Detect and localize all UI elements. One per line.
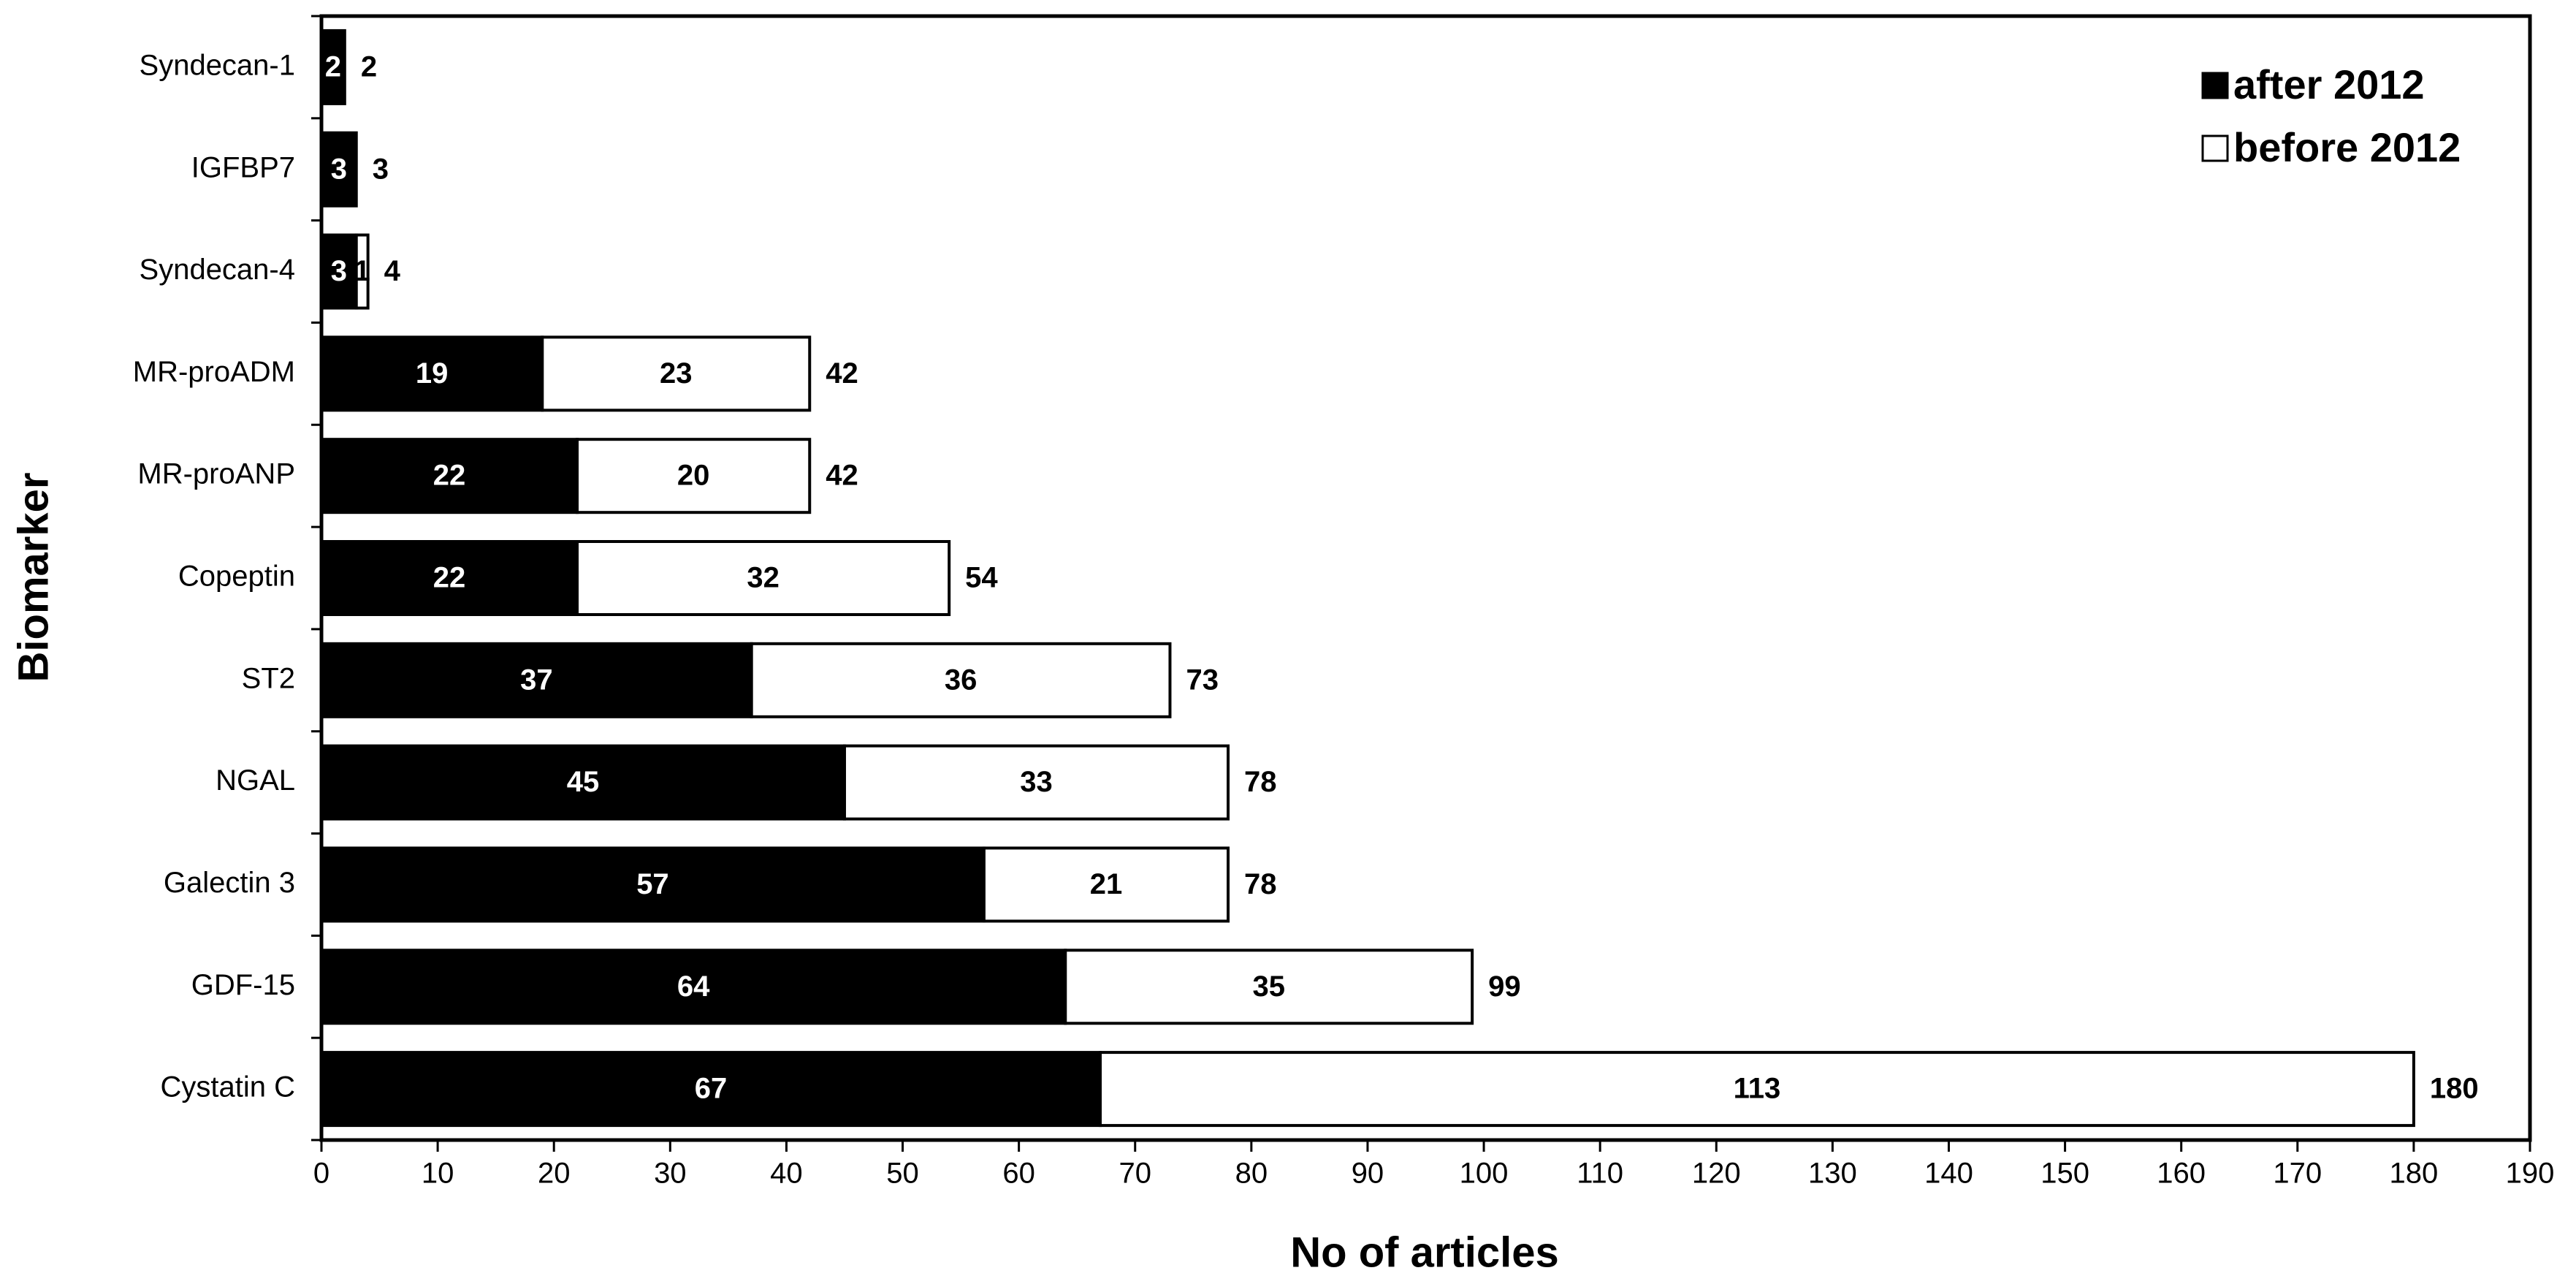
- y-tick-label: NGAL: [216, 764, 295, 797]
- value-label: 33: [1020, 766, 1053, 798]
- value-label: 35: [1252, 970, 1285, 1003]
- total-label: 54: [965, 562, 998, 594]
- value-label: 36: [945, 664, 978, 696]
- legend-label: after 2012: [2233, 61, 2425, 107]
- y-tick-label: MR-proANP: [137, 458, 295, 490]
- value-label: 22: [433, 562, 466, 594]
- total-label: 99: [1488, 970, 1521, 1003]
- value-label: 3: [331, 255, 347, 287]
- x-tick-label: 130: [1808, 1158, 1857, 1190]
- bar-segment: [320, 438, 579, 514]
- x-tick-label: 160: [2157, 1158, 2206, 1190]
- x-tick-label: 10: [422, 1158, 454, 1190]
- y-tick-label: Syndecan-4: [140, 254, 295, 286]
- x-tick-label: 170: [2273, 1158, 2322, 1190]
- x-tick-label: 90: [1352, 1158, 1384, 1190]
- total-label: 78: [1244, 868, 1277, 900]
- x-tick-label: 100: [1460, 1158, 1509, 1190]
- x-tick-label: 70: [1119, 1158, 1151, 1190]
- y-axis-title: Biomarker: [9, 473, 57, 683]
- bar-segment: [576, 540, 951, 616]
- x-tick-label: 40: [770, 1158, 803, 1190]
- bar-segment: [1099, 1051, 2415, 1128]
- y-tick-label: Cystatin C: [161, 1071, 296, 1103]
- total-label: 4: [384, 255, 401, 287]
- bar-segment: [541, 335, 812, 412]
- total-label: 180: [2430, 1073, 2479, 1105]
- x-axis-title: No of articles: [1290, 1228, 1558, 1276]
- x-tick-label: 20: [538, 1158, 571, 1190]
- bar-segment: [320, 335, 544, 412]
- y-tick-label: Galectin 3: [164, 867, 295, 899]
- value-label: 1: [354, 255, 370, 287]
- total-label: 42: [826, 357, 858, 390]
- total-label: 42: [826, 460, 858, 492]
- total-label: 3: [373, 153, 389, 185]
- y-tick-label: GDF-15: [191, 969, 295, 1001]
- total-label: 78: [1244, 766, 1277, 798]
- x-tick-label: 60: [1002, 1158, 1035, 1190]
- value-label: 45: [567, 766, 600, 798]
- bar-segment: [320, 233, 358, 310]
- x-tick-label: 180: [2390, 1158, 2439, 1190]
- x-tick-label: 30: [654, 1158, 687, 1190]
- x-tick-label: 120: [1692, 1158, 1741, 1190]
- bar-segment: [750, 642, 1172, 718]
- x-tick-label: 0: [313, 1158, 329, 1190]
- bar-segment: [320, 846, 986, 923]
- y-tick-label: Syndecan-1: [140, 49, 295, 81]
- y-tick-label: ST2: [242, 662, 295, 694]
- x-tick-label: 80: [1235, 1158, 1268, 1190]
- value-label: 19: [416, 357, 449, 390]
- legend-swatch: [2201, 134, 2229, 162]
- value-label: 113: [1734, 1073, 1781, 1105]
- value-label: 20: [677, 460, 710, 492]
- legend-swatch: [2201, 72, 2229, 99]
- value-label: 21: [1090, 868, 1123, 900]
- bar-segment: [320, 949, 1067, 1025]
- x-tick-label: 140: [1924, 1158, 1973, 1190]
- y-tick-label: IGFBP7: [191, 151, 295, 183]
- value-label: 3: [331, 153, 347, 185]
- value-label: 22: [433, 460, 466, 492]
- y-tick-label: Copeptin: [178, 561, 295, 593]
- bar-segment: [1064, 949, 1474, 1025]
- value-label: 64: [677, 970, 710, 1003]
- total-label: 73: [1186, 664, 1219, 696]
- x-tick-label: 50: [886, 1158, 919, 1190]
- bar-segment: [982, 846, 1230, 923]
- value-label: 57: [636, 868, 669, 900]
- bar-segment: [354, 233, 370, 310]
- x-tick-label: 190: [2506, 1158, 2555, 1190]
- bar-segment: [576, 438, 812, 514]
- value-label: 37: [520, 664, 553, 696]
- value-label: 32: [747, 562, 780, 594]
- y-tick-label: MR-proADM: [133, 356, 295, 388]
- x-tick-label: 110: [1577, 1158, 1623, 1190]
- legend-label: before 2012: [2233, 124, 2461, 170]
- bar-segment: [320, 642, 753, 718]
- value-label: 23: [660, 357, 693, 390]
- total-label: 2: [361, 50, 377, 83]
- bar-segment: [842, 744, 1230, 821]
- bar-segment: [320, 131, 358, 208]
- value-label: 67: [695, 1073, 728, 1105]
- x-tick-label: 150: [2040, 1158, 2089, 1190]
- value-label: 2: [325, 50, 341, 83]
- bar-segment: [320, 29, 346, 105]
